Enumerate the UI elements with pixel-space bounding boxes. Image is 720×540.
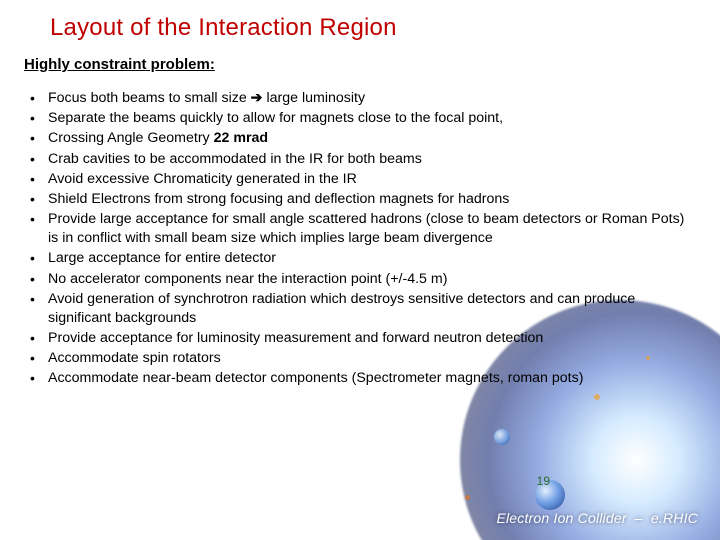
list-item: Provide acceptance for luminosity measur… (28, 329, 696, 348)
bullet-text: No accelerator components near the inter… (48, 271, 447, 287)
bullet-text: large luminosity (263, 90, 366, 106)
footer-eic: Electron Ion Collider (496, 510, 626, 526)
list-item: Avoid excessive Chromaticity generated i… (28, 170, 696, 189)
list-item: Large acceptance for entire detector (28, 249, 696, 268)
page-number: 19 (537, 474, 550, 488)
list-item: Avoid generation of synchrotron radiatio… (28, 290, 696, 328)
list-item: No accelerator components near the inter… (28, 270, 696, 289)
arrow-icon: ➔ (251, 90, 263, 106)
bullet-text: Avoid generation of synchrotron radiatio… (48, 291, 635, 326)
list-item: Shield Electrons from strong focusing an… (28, 190, 696, 209)
bullet-text: Separate the beams quickly to allow for … (48, 110, 503, 126)
bullet-list: Focus both beams to small size ➔ large l… (24, 89, 696, 389)
slide-title: Layout of the Interaction Region (50, 14, 696, 42)
list-item: Accommodate near-beam detector component… (28, 369, 696, 388)
bullet-text: Accommodate near-beam detector component… (48, 370, 583, 386)
list-item: Crab cavities to be accommodated in the … (28, 150, 696, 169)
list-item: Provide large acceptance for small angle… (28, 210, 696, 248)
slide-container: Layout of the Interaction Region Highly … (0, 0, 720, 540)
list-item: Focus both beams to small size ➔ large l… (28, 89, 696, 108)
bullet-bold: 22 mrad (214, 130, 268, 146)
list-item: Crossing Angle Geometry 22 mrad (28, 129, 696, 148)
bullet-text: Provide large acceptance for small angle… (48, 211, 684, 246)
bullet-text: Crossing Angle Geometry (48, 130, 214, 146)
slide-subhead: Highly constraint problem: (24, 56, 696, 73)
bullet-text: Accommodate spin rotators (48, 350, 221, 366)
bullet-text: Crab cavities to be accommodated in the … (48, 151, 422, 167)
bullet-text: Shield Electrons from strong focusing an… (48, 191, 509, 207)
footer-brand: Electron Ion Collider – e.RHIC (496, 510, 698, 526)
bullet-text: Focus both beams to small size (48, 90, 251, 106)
list-item: Accommodate spin rotators (28, 349, 696, 368)
bullet-text: Avoid excessive Chromaticity generated i… (48, 171, 357, 187)
footer-sep: – (631, 510, 647, 526)
bullet-text: Large acceptance for entire detector (48, 250, 276, 266)
bullet-text: Provide acceptance for luminosity measur… (48, 330, 543, 346)
footer-project: e.RHIC (651, 510, 698, 526)
list-item: Separate the beams quickly to allow for … (28, 109, 696, 128)
